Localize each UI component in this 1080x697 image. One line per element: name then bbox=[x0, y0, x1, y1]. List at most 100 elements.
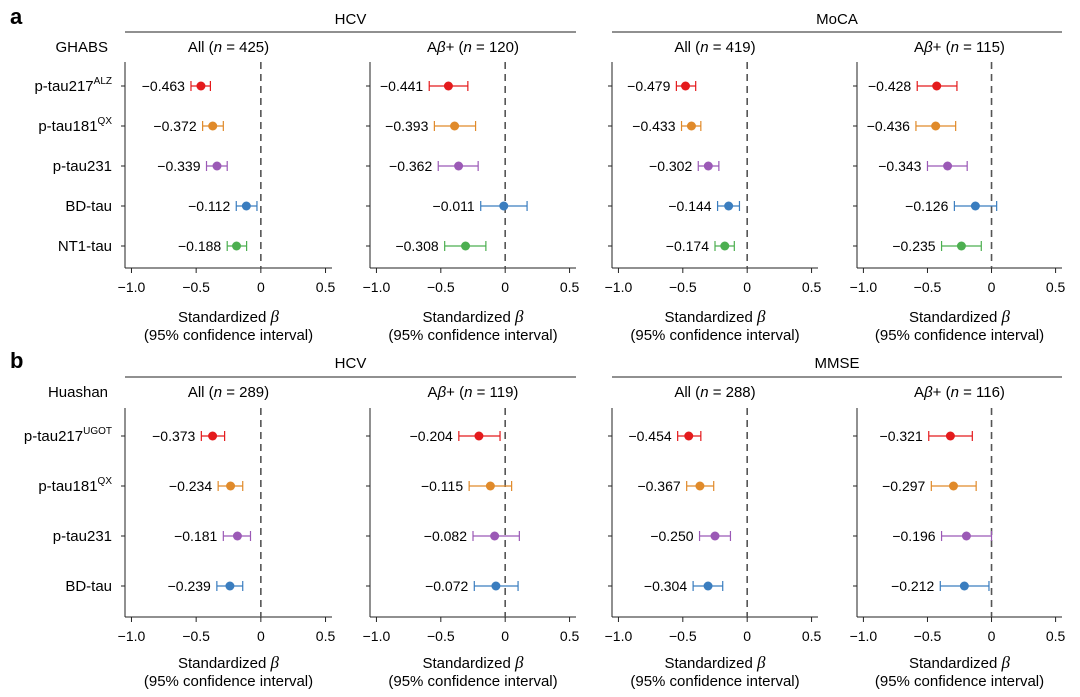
subplot-title: Aβ+ (n = 120) bbox=[427, 39, 519, 56]
point-estimate bbox=[948, 481, 958, 491]
cohort-label: Huashan bbox=[48, 384, 108, 401]
value-label: −0.321 bbox=[880, 428, 923, 444]
point-estimate bbox=[695, 481, 705, 491]
x-tick-label: −1.0 bbox=[850, 279, 878, 295]
point-estimate bbox=[241, 201, 251, 211]
x-axis-label-ci: (95% confidence interval) bbox=[875, 327, 1044, 344]
value-label: −0.373 bbox=[152, 428, 195, 444]
subplot: All (n = 289) −1.0 −0.5 0 0.5 −0.373 −0.234 −0.… bbox=[118, 384, 336, 690]
point-estimate bbox=[450, 121, 460, 131]
subplot: Aβ+ (n = 119) −1.0 −0.5 0 0.5 −0.204 −0.115 −0.… bbox=[363, 384, 580, 690]
point-estimate bbox=[491, 581, 501, 591]
value-label: −0.072 bbox=[425, 578, 468, 594]
point-estimate bbox=[724, 201, 734, 211]
x-axis-label-ci: (95% confidence interval) bbox=[144, 673, 313, 690]
x-tick-label: −1.0 bbox=[363, 628, 391, 644]
point-estimate bbox=[710, 531, 720, 541]
subplot: All (n = 419) −1.0 −0.5 0 0.5 −0.479 −0.433 −0.… bbox=[605, 39, 822, 344]
point-estimate bbox=[226, 481, 236, 491]
panel-b: b Huashan HCV MMSE p-tau217UGOT p-tau181QX p-t… bbox=[10, 348, 1066, 690]
x-tick-label: 0 bbox=[743, 628, 751, 644]
subplot-title: Aβ+ (n = 115) bbox=[914, 39, 1005, 56]
value-label: −0.204 bbox=[410, 428, 453, 444]
row-label: p-tau181QX bbox=[38, 476, 112, 495]
group-header: HCV bbox=[335, 355, 367, 372]
x-tick-label: −1.0 bbox=[850, 628, 878, 644]
row-label: BD-tau bbox=[65, 198, 112, 215]
x-tick-label: −1.0 bbox=[118, 279, 146, 295]
x-axis-label: Standardized β bbox=[664, 653, 766, 672]
point-estimate bbox=[461, 241, 471, 251]
group-header: HCV bbox=[335, 11, 367, 28]
x-tick-label: 0 bbox=[743, 279, 751, 295]
x-tick-label: 0.5 bbox=[1046, 628, 1066, 644]
subplot-title: Aβ+ (n = 119) bbox=[428, 384, 519, 401]
x-tick-label: 0.5 bbox=[316, 279, 336, 295]
value-label: −0.304 bbox=[644, 578, 687, 594]
subplot-title: All (n = 289) bbox=[188, 384, 269, 401]
point-estimate bbox=[970, 201, 980, 211]
panel-letter: b bbox=[10, 348, 23, 373]
row-label: p-tau231 bbox=[53, 528, 112, 545]
point-estimate bbox=[681, 81, 691, 91]
x-axis-label: Standardized β bbox=[422, 307, 524, 326]
point-estimate bbox=[196, 81, 206, 91]
value-label: −0.436 bbox=[867, 118, 910, 134]
x-axis-label-ci: (95% confidence interval) bbox=[144, 327, 313, 344]
value-label: −0.441 bbox=[380, 78, 423, 94]
value-label: −0.126 bbox=[905, 198, 948, 214]
point-estimate bbox=[943, 161, 953, 171]
value-label: −0.433 bbox=[632, 118, 675, 134]
point-estimate bbox=[485, 481, 495, 491]
value-label: −0.339 bbox=[157, 158, 200, 174]
x-tick-label: 0.5 bbox=[316, 628, 336, 644]
value-label: −0.011 bbox=[433, 198, 475, 214]
subplot: Aβ+ (n = 116) −1.0 −0.5 0 0.5 −0.321 −0.297 −0.… bbox=[850, 384, 1066, 690]
x-tick-label: 0 bbox=[501, 279, 509, 295]
group-header: MMSE bbox=[815, 355, 860, 372]
x-axis-label-ci: (95% confidence interval) bbox=[875, 673, 1044, 690]
x-axis-label: Standardized β bbox=[178, 307, 280, 326]
subplot-title: All (n = 419) bbox=[674, 39, 755, 56]
value-label: −0.115 bbox=[421, 478, 463, 494]
panel-a: a GHABS HCV MoCA p-tau217ALZ p-tau181QX p-tau2… bbox=[10, 4, 1066, 344]
x-tick-label: −0.5 bbox=[182, 279, 210, 295]
value-label: −0.196 bbox=[892, 528, 935, 544]
point-estimate bbox=[703, 581, 713, 591]
x-tick-label: 0 bbox=[988, 628, 996, 644]
x-tick-label: 0.5 bbox=[560, 628, 580, 644]
point-estimate bbox=[225, 581, 235, 591]
cohort-label: GHABS bbox=[55, 39, 108, 56]
point-estimate bbox=[961, 531, 971, 541]
point-estimate bbox=[932, 81, 942, 91]
row-label: BD-tau bbox=[65, 578, 112, 595]
point-estimate bbox=[443, 81, 453, 91]
row-label: NT1-tau bbox=[58, 238, 112, 255]
x-tick-label: −1.0 bbox=[118, 628, 146, 644]
value-label: −0.479 bbox=[627, 78, 670, 94]
value-label: −0.174 bbox=[666, 238, 709, 254]
x-axis-label-ci: (95% confidence interval) bbox=[630, 673, 799, 690]
point-estimate bbox=[684, 431, 694, 441]
x-axis-label: Standardized β bbox=[664, 307, 766, 326]
value-label: −0.112 bbox=[188, 198, 230, 214]
value-label: −0.235 bbox=[892, 238, 935, 254]
point-estimate bbox=[686, 121, 696, 131]
x-tick-label: −0.5 bbox=[427, 628, 455, 644]
value-label: −0.188 bbox=[178, 238, 221, 254]
x-tick-label: −0.5 bbox=[427, 279, 455, 295]
x-tick-label: 0 bbox=[257, 279, 265, 295]
panel-letter: a bbox=[10, 4, 23, 29]
point-estimate bbox=[959, 581, 969, 591]
subplot-title: Aβ+ (n = 116) bbox=[914, 384, 1005, 401]
point-estimate bbox=[454, 161, 464, 171]
x-tick-label: −0.5 bbox=[669, 628, 697, 644]
subplot: Aβ+ (n = 115) −1.0 −0.5 0 0.5 −0.428 −0.436 −0.… bbox=[850, 39, 1066, 344]
value-label: −0.234 bbox=[169, 478, 212, 494]
x-axis-label-ci: (95% confidence interval) bbox=[388, 327, 557, 344]
value-label: −0.367 bbox=[637, 478, 680, 494]
row-label: p-tau217ALZ bbox=[34, 76, 112, 95]
x-tick-label: −0.5 bbox=[914, 628, 942, 644]
value-label: −0.239 bbox=[168, 578, 211, 594]
